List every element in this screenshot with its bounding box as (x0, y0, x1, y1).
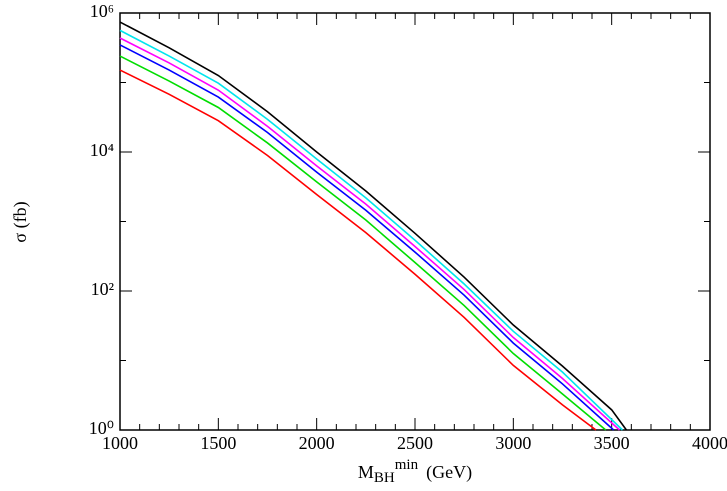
series-line (119, 37, 621, 431)
series-line (119, 44, 615, 431)
y-tick-label: 10⁰ (89, 418, 114, 438)
y-tick-label: 10⁴ (90, 140, 114, 160)
x-tick-label: 1500 (200, 433, 236, 453)
series-line (119, 21, 628, 431)
x-tick-label: 4000 (692, 433, 727, 453)
x-label-sup: min (395, 457, 419, 473)
x-tick-label: 3000 (495, 433, 531, 453)
y-tick-label: 10⁶ (90, 1, 114, 21)
x-tick-label: 3500 (594, 433, 630, 453)
plot-frame (119, 12, 711, 431)
series-line (119, 69, 597, 431)
x-tick-label: 2000 (299, 433, 335, 453)
y-axis-label: σ (fb) (10, 201, 31, 242)
series-line (119, 29, 624, 431)
x-tick-label: 2500 (397, 433, 433, 453)
series-line (119, 55, 607, 431)
x-axis-label: MBHmin (GeV) (358, 457, 472, 486)
x-tick-label: 1000 (102, 433, 138, 453)
y-tick-label: 10² (91, 279, 114, 299)
x-label-sub: BH (374, 470, 395, 486)
x-label-unit: (GeV) (426, 462, 472, 483)
x-label-base: M (358, 462, 374, 482)
